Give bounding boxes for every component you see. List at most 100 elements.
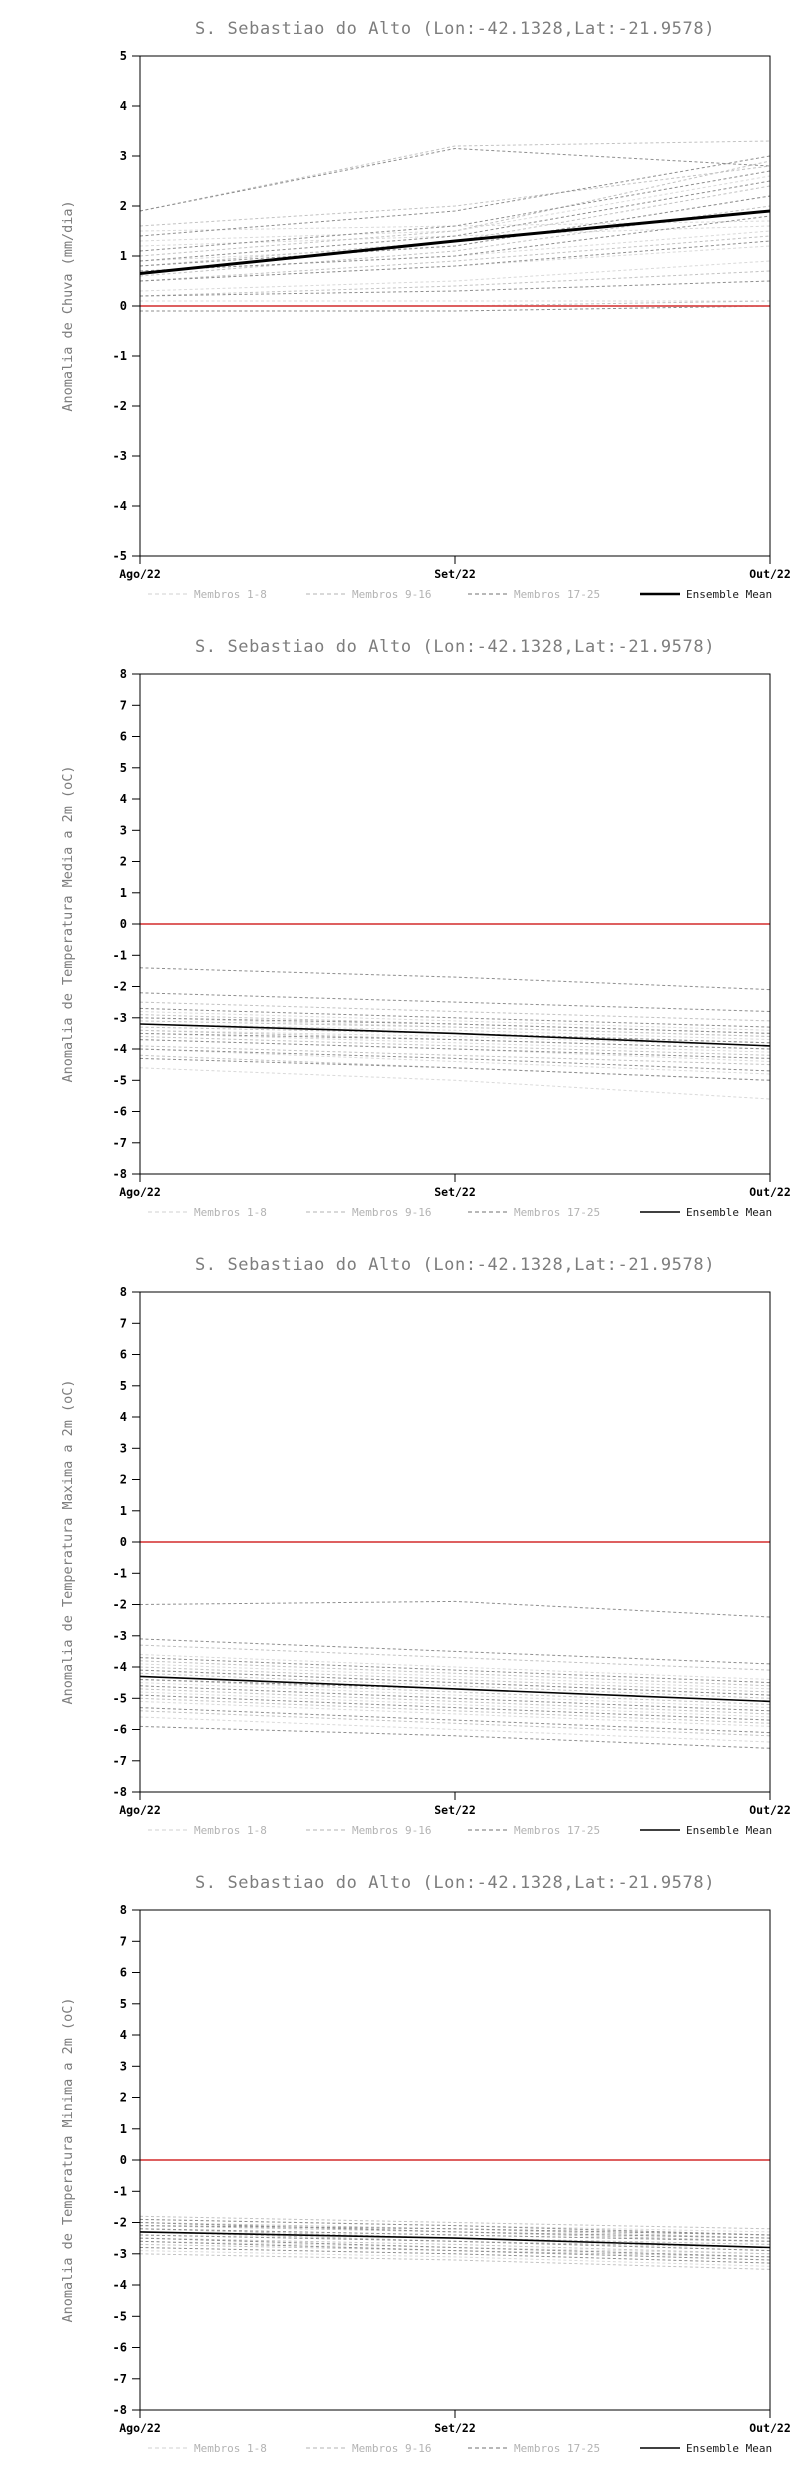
y-tick-label: -8 <box>113 2403 127 2417</box>
member-line <box>139 1666 771 1693</box>
legend-label: Membros 9-16 <box>352 1206 431 1219</box>
y-tick-label: 2 <box>120 1473 127 1487</box>
x-tick-label: Out/22 <box>749 567 791 581</box>
member-line <box>139 1048 771 1072</box>
legend-label: Membros 17-25 <box>514 588 600 601</box>
y-tick-label: 7 <box>120 698 127 712</box>
chart-block-3: -8 -7 -6 -5 -4 -3 -2 -1 0 1 2 3 4 5 6 7 8 Ago/22 Set/22 Out… <box>0 1236 800 1854</box>
member-line <box>139 1697 771 1724</box>
legend-label: Membros 1-8 <box>194 1206 267 1219</box>
member-line <box>139 1045 771 1066</box>
member-line <box>139 1007 771 1028</box>
member-line <box>139 2222 771 2239</box>
legend-label: Membros 9-16 <box>352 1824 431 1837</box>
y-tick-label: 0 <box>120 299 127 313</box>
x-tick-label: Ago/22 <box>119 567 161 581</box>
y-tick-label: 6 <box>120 730 127 744</box>
legend-label: Membros 17-25 <box>514 1824 600 1837</box>
y-tick-label: -6 <box>113 2341 127 2355</box>
member-line <box>139 1057 771 1081</box>
ensemble-mean-line <box>139 1023 771 1047</box>
x-tick-label: Set/22 <box>434 1185 476 1199</box>
ensemble-mean-line <box>139 1675 771 1703</box>
y-tick-label: -7 <box>113 1136 127 1150</box>
member-line <box>139 2234 771 2252</box>
y-tick-label: -2 <box>113 399 127 413</box>
y-axis-label: Anomalia de Temperatura Media a 2m (oC) <box>60 766 76 1083</box>
member-line <box>139 2218 771 2236</box>
y-tick-label: 8 <box>120 667 127 681</box>
y-axis-label: Anomalia de Temperatura Minima a 2m (oC) <box>60 1997 76 2322</box>
member-line <box>139 1039 771 1059</box>
member-line <box>139 235 771 282</box>
member-line <box>139 1682 771 1709</box>
legend-label: Membros 17-25 <box>514 2442 600 2455</box>
y-tick-label: 0 <box>120 917 127 931</box>
member-line <box>139 2215 771 2230</box>
x-tick-label: Out/22 <box>749 1185 791 1199</box>
member-line <box>139 1036 771 1056</box>
y-tick-label: -4 <box>113 499 127 513</box>
y-tick-label: 5 <box>120 1997 127 2011</box>
member-line <box>139 1638 771 1665</box>
member-line <box>139 2253 771 2270</box>
y-tick-label: 4 <box>120 1410 127 1424</box>
member-line <box>139 240 771 282</box>
y-tick-label: 5 <box>120 49 127 63</box>
y-tick-label: -8 <box>113 1167 127 1181</box>
y-tick-label: 4 <box>120 99 127 113</box>
member-line <box>139 1001 771 1022</box>
y-tick-label: 3 <box>120 823 127 837</box>
y-tick-label: 8 <box>120 1285 127 1299</box>
member-line <box>139 1685 771 1712</box>
x-tick-label: Set/22 <box>434 1803 476 1817</box>
y-tick-label: -1 <box>113 349 127 363</box>
y-tick-label: 5 <box>120 1379 127 1393</box>
member-line <box>139 1020 771 1037</box>
member-line <box>139 1672 771 1699</box>
member-line <box>139 215 771 272</box>
y-tick-label: -5 <box>113 549 127 563</box>
member-line <box>139 170 771 252</box>
x-tick-label: Ago/22 <box>119 2421 161 2435</box>
y-tick-label: 4 <box>120 2028 127 2042</box>
member-line <box>139 1707 771 1734</box>
y-tick-label: 2 <box>120 2091 127 2105</box>
x-tick-label: Out/22 <box>749 2421 791 2435</box>
member-line <box>139 1669 771 1696</box>
y-tick-label: -5 <box>113 2309 127 2323</box>
x-tick-label: Ago/22 <box>119 1803 161 1817</box>
y-tick-label: -1 <box>113 948 127 962</box>
x-tick-label: Out/22 <box>749 1803 791 1817</box>
legend-label: Membros 1-8 <box>194 1824 267 1837</box>
member-line <box>139 2237 771 2258</box>
y-tick-label: 0 <box>120 1535 127 1549</box>
y-tick-label: -4 <box>113 1042 127 1056</box>
member-line <box>139 1029 771 1047</box>
member-line <box>140 305 771 312</box>
member-line <box>139 1663 771 1690</box>
member-line <box>139 270 771 297</box>
y-tick-label: -6 <box>113 1723 127 1737</box>
legend-label: Ensemble Mean <box>686 1824 772 1837</box>
member-line <box>139 1032 771 1050</box>
member-line <box>139 140 771 212</box>
member-line <box>139 147 771 212</box>
y-tick-label: 3 <box>120 2059 127 2073</box>
y-tick-label: 3 <box>120 1441 127 1455</box>
x-tick-label: Set/22 <box>434 2421 476 2435</box>
y-tick-label: -2 <box>113 980 127 994</box>
legend-label: Membros 17-25 <box>514 1206 600 1219</box>
y-tick-label: -3 <box>113 2247 127 2261</box>
member-line <box>139 1067 771 1100</box>
chart-3-figure: -8 -7 -6 -5 -4 -3 -2 -1 0 1 2 3 4 5 6 7 8 Ago/22 Set/22 Out… <box>60 1255 791 1837</box>
member-line <box>139 1688 771 1715</box>
member-line <box>139 2225 771 2236</box>
y-tick-label: 1 <box>120 249 127 263</box>
member-line <box>139 1023 771 1041</box>
ensemble-mean-line <box>139 2231 771 2249</box>
y-axis-label: Anomalia de Temperatura Maxima a 2m (oC) <box>60 1379 76 1704</box>
y-tick-label: 7 <box>120 1316 127 1330</box>
y-tick-label: -3 <box>113 449 127 463</box>
